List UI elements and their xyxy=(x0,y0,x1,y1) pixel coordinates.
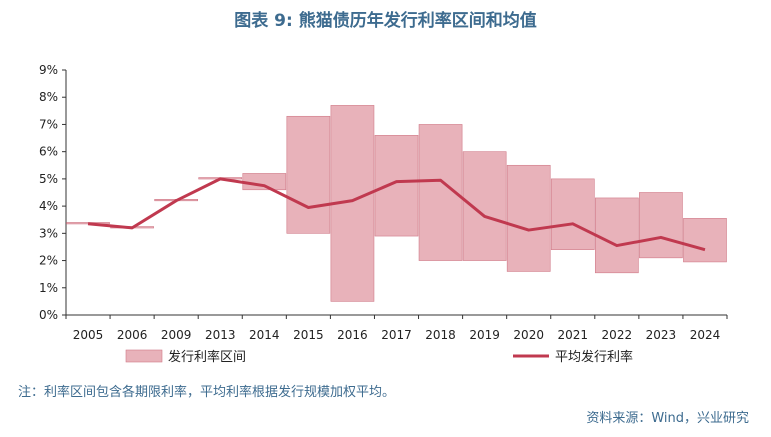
y-tick-label: 2% xyxy=(39,254,58,268)
x-tick-label: 2021 xyxy=(557,328,588,342)
x-tick-label: 2023 xyxy=(646,328,677,342)
y-tick-labels: 0% 1% 2% 3% 4% 5% 6% 7% 8% 9% xyxy=(39,63,58,322)
y-tick-label: 4% xyxy=(39,199,58,213)
y-tick-label: 5% xyxy=(39,172,58,186)
legend-range-label: 发行利率区间 xyxy=(168,349,246,365)
range-bar xyxy=(374,135,419,237)
x-tick-labels: 2005 2006 2009 2013 2014 2015 2016 2017 2018 2019… xyxy=(73,328,720,342)
x-tick-label: 2013 xyxy=(205,328,236,342)
y-tick-label: 8% xyxy=(39,90,58,104)
axes xyxy=(62,69,728,319)
legend-average-label: 平均发行利率 xyxy=(555,349,633,365)
x-tick-label: 2019 xyxy=(469,328,500,342)
y-tick-label: 6% xyxy=(39,145,58,159)
average-line xyxy=(87,177,706,252)
y-tick-label: 1% xyxy=(39,281,58,295)
x-tick-label: 2009 xyxy=(161,328,192,342)
legend-range-swatch xyxy=(125,349,163,363)
legend: 发行利率区间 平均发行利率 xyxy=(125,349,633,365)
range-bar xyxy=(639,192,683,259)
range-bar xyxy=(683,218,727,263)
x-tick-label: 2015 xyxy=(293,328,324,342)
x-tick-label: 2017 xyxy=(381,328,412,342)
y-tick-label: 9% xyxy=(39,63,58,77)
x-tick-label: 2014 xyxy=(249,328,280,342)
range-bar xyxy=(286,115,331,234)
x-tick-label: 2018 xyxy=(425,328,456,342)
x-tick-label: 2024 xyxy=(690,328,721,342)
x-tick-label: 2005 xyxy=(73,328,104,342)
x-tick-label: 2022 xyxy=(602,328,633,342)
footnote: 注：利率区间包含各期限利率，平均利率根据发行规模加权平均。 xyxy=(18,385,396,400)
range-bars xyxy=(66,105,727,302)
x-tick-label: 2006 xyxy=(117,328,148,342)
range-bar xyxy=(594,197,639,274)
x-tick-label: 2016 xyxy=(337,328,368,342)
x-tick-label: 2020 xyxy=(513,328,544,342)
range-bar xyxy=(550,178,595,250)
y-tick-label: 3% xyxy=(39,226,58,240)
source-credit: 资料来源：Wind，兴业研究 xyxy=(586,411,749,426)
y-tick-label: 0% xyxy=(39,308,58,322)
range-bar xyxy=(506,164,551,272)
range-bar xyxy=(462,151,507,261)
y-tick-label: 7% xyxy=(39,117,58,131)
chart-title: 图表 9: 熊猫债历年发行利率区间和均值 xyxy=(234,11,537,31)
